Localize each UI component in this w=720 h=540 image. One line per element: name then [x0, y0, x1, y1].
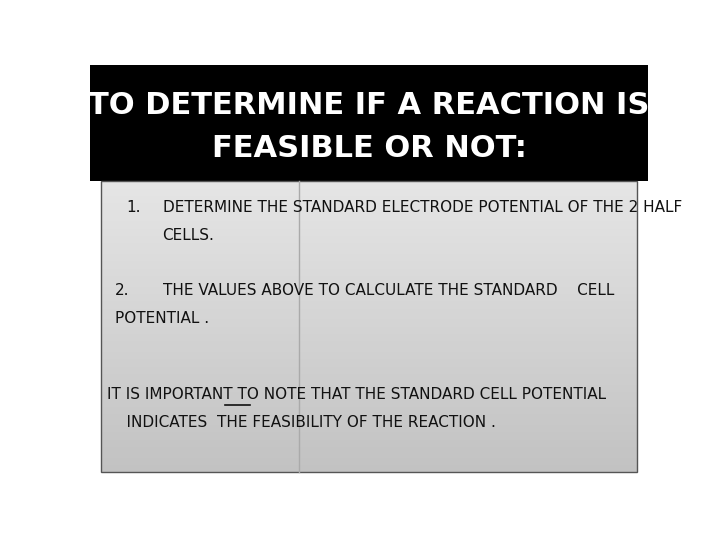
- Bar: [101, 348, 636, 352]
- Bar: [101, 246, 636, 251]
- Bar: [101, 457, 636, 461]
- Bar: [101, 202, 636, 207]
- Bar: [101, 403, 636, 407]
- Text: INDICATES  THE FEASIBILITY OF THE REACTION .: INDICATES THE FEASIBILITY OF THE REACTIO…: [107, 415, 495, 430]
- Bar: [101, 352, 636, 356]
- Bar: [101, 330, 636, 334]
- Bar: [101, 301, 636, 305]
- Text: 2.: 2.: [115, 283, 130, 298]
- Bar: [101, 432, 636, 436]
- Bar: [101, 272, 636, 276]
- Bar: [101, 338, 636, 341]
- Bar: [101, 461, 636, 465]
- Bar: [101, 275, 636, 280]
- Bar: [101, 374, 636, 377]
- Bar: [101, 370, 636, 374]
- Bar: [101, 345, 636, 349]
- Text: IT IS IMPORTANT TO NOTE THAT THE STANDARD CELL POTENTIAL: IT IS IMPORTANT TO NOTE THAT THE STANDAR…: [107, 387, 606, 402]
- Bar: [101, 435, 636, 440]
- Bar: [101, 414, 636, 418]
- Bar: [101, 355, 636, 360]
- Bar: [101, 282, 636, 287]
- Bar: [101, 268, 636, 272]
- Text: TO DETERMINE IF A REACTION IS: TO DETERMINE IF A REACTION IS: [89, 91, 649, 120]
- Bar: [101, 421, 636, 425]
- Bar: [101, 294, 636, 298]
- Text: 1.: 1.: [126, 200, 141, 215]
- Bar: [101, 195, 636, 199]
- Bar: [101, 210, 636, 214]
- Bar: [101, 341, 636, 345]
- Bar: [101, 181, 636, 185]
- Bar: [101, 308, 636, 312]
- Bar: [101, 305, 636, 308]
- Text: FEASIBLE OR NOT:: FEASIBLE OR NOT:: [212, 134, 526, 163]
- Bar: [101, 290, 636, 294]
- Text: THE VALUES ABOVE TO CALCULATE THE STANDARD    CELL: THE VALUES ABOVE TO CALCULATE THE STANDA…: [163, 283, 614, 298]
- Bar: [101, 439, 636, 443]
- Bar: [101, 334, 636, 338]
- Bar: [101, 395, 636, 400]
- Bar: [101, 428, 636, 432]
- Bar: [101, 228, 636, 232]
- Bar: [101, 443, 636, 447]
- Bar: [101, 217, 636, 221]
- Bar: [101, 185, 636, 188]
- Bar: [101, 326, 636, 330]
- Bar: [101, 424, 636, 429]
- Bar: [101, 181, 636, 472]
- Bar: [101, 447, 636, 450]
- Bar: [101, 242, 636, 247]
- Bar: [101, 468, 636, 472]
- Bar: [101, 235, 636, 239]
- Bar: [101, 206, 636, 211]
- Bar: [101, 254, 636, 258]
- Bar: [101, 261, 636, 265]
- Bar: [101, 232, 636, 236]
- Bar: [101, 265, 636, 268]
- Bar: [101, 319, 636, 323]
- Bar: [101, 450, 636, 454]
- Bar: [101, 250, 636, 254]
- Bar: [101, 454, 636, 458]
- Bar: [101, 359, 636, 363]
- Bar: [101, 399, 636, 403]
- Bar: [101, 417, 636, 421]
- Bar: [101, 363, 636, 367]
- Bar: [101, 279, 636, 283]
- Bar: [101, 199, 636, 203]
- Text: DETERMINE THE STANDARD ELECTRODE POTENTIAL OF THE 2 HALF: DETERMINE THE STANDARD ELECTRODE POTENTI…: [163, 200, 682, 215]
- Bar: [101, 239, 636, 243]
- Bar: [101, 213, 636, 218]
- Bar: [101, 221, 636, 225]
- Bar: [101, 225, 636, 228]
- Bar: [101, 366, 636, 370]
- Bar: [101, 388, 636, 392]
- Bar: [101, 297, 636, 301]
- Text: POTENTIAL .: POTENTIAL .: [115, 312, 210, 326]
- Text: CELLS.: CELLS.: [163, 228, 215, 243]
- Bar: [101, 381, 636, 385]
- Bar: [101, 192, 636, 196]
- Bar: [101, 188, 636, 192]
- Bar: [101, 407, 636, 410]
- Bar: [101, 323, 636, 327]
- Bar: [101, 410, 636, 414]
- Bar: [101, 392, 636, 396]
- Bar: [101, 377, 636, 381]
- Bar: [101, 257, 636, 261]
- Bar: [101, 464, 636, 469]
- Bar: [101, 384, 636, 389]
- Bar: [101, 312, 636, 316]
- Bar: [101, 315, 636, 320]
- Bar: [90, 65, 648, 181]
- Bar: [101, 286, 636, 291]
